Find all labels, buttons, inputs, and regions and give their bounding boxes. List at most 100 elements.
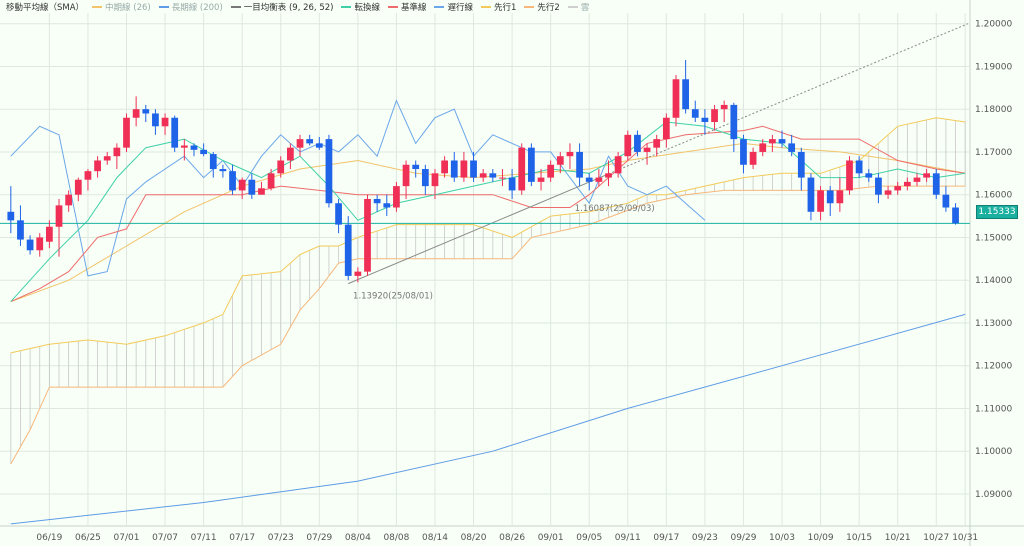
candle-body <box>769 139 776 144</box>
x-axis: 06/19 06/25 07/01 07/07 07/11 07/17 07/23 07/29… <box>36 13 978 543</box>
y-tick-label: 1.17000 <box>975 148 1012 158</box>
legend-senkou2[interactable]: 先行2 <box>524 1 560 13</box>
candle-body <box>402 164 410 187</box>
candle-body <box>421 169 429 187</box>
candle-body <box>441 160 448 174</box>
x-tick-label: 06/25 <box>75 533 101 543</box>
legend-ichimoku[interactable]: 一目均衡表 (9, 26, 52) <box>230 1 333 13</box>
plot-area <box>0 13 970 526</box>
candle-body <box>913 177 921 182</box>
legend-mid[interactable]: 中期線 (26) <box>92 1 151 13</box>
x-tick-label: 10/09 <box>808 533 834 543</box>
trend-line <box>348 173 609 285</box>
x-tick-label: 07/11 <box>191 533 217 543</box>
x-tick-label: 09/29 <box>730 533 756 543</box>
candle-body <box>74 179 82 195</box>
candle-body <box>846 160 853 191</box>
candle-body <box>180 145 188 148</box>
legend-cloud[interactable]: 雲 <box>567 1 590 13</box>
candle-body <box>94 160 101 172</box>
legend-chikou-swatch <box>434 6 445 8</box>
x-tick-label: 08/20 <box>461 533 487 543</box>
legend-mid-swatch <box>92 6 103 8</box>
y-tick-label: 1.19000 <box>975 62 1012 72</box>
y-tick-label: 1.11000 <box>975 404 1012 414</box>
legend-ichimoku-swatch <box>230 6 241 8</box>
legend-tenkan-swatch <box>341 6 352 8</box>
candle-body <box>325 139 333 204</box>
candle-body <box>142 109 150 114</box>
candle-body <box>730 104 738 140</box>
candle-body <box>460 160 468 178</box>
legend-senkou2-swatch <box>524 6 535 8</box>
legend-chikou[interactable]: 遅行線 <box>434 1 473 13</box>
x-tick-label: 06/19 <box>36 533 62 543</box>
price-annotation: 1.13920(25/08/01) <box>353 292 433 302</box>
y-tick-label: 1.15000 <box>975 233 1012 243</box>
x-tick-label: 08/08 <box>383 533 409 543</box>
legend-tenkan[interactable]: 転換線 <box>341 1 380 13</box>
x-tick-label: 07/29 <box>306 533 332 543</box>
candle-body <box>200 149 207 155</box>
candle-body <box>691 109 699 118</box>
candle-body <box>942 194 950 208</box>
candle-body <box>643 147 651 152</box>
candle-body <box>797 151 805 178</box>
candle-body <box>855 160 863 174</box>
candle-body <box>499 177 506 179</box>
y-axis: 1.20000 1.19000 1.18000 1.17000 1.16000 1.150… <box>0 20 1012 500</box>
candle-body <box>759 143 767 152</box>
candle-body <box>624 134 632 157</box>
candle-body <box>383 203 391 208</box>
candle-body <box>296 139 304 148</box>
legend-long-label: 長期線 (200) <box>171 3 223 13</box>
sma200-line <box>10 313 966 525</box>
x-tick-label: 09/01 <box>538 533 564 543</box>
candle-body <box>479 173 487 178</box>
candle-body <box>605 173 612 178</box>
current-price-tag: 1.15333 <box>976 205 1018 219</box>
legend-kijun[interactable]: 基準線 <box>387 1 426 13</box>
legend-senkou2-label: 先行2 <box>537 3 560 13</box>
kijun-line <box>10 125 966 303</box>
legend-senkou1[interactable]: 先行1 <box>481 1 516 13</box>
candle-body <box>287 147 294 161</box>
candle-body <box>335 203 342 225</box>
legend-cloud-swatch <box>567 6 578 8</box>
candle-body <box>595 177 603 182</box>
chikou-line <box>10 99 706 277</box>
candle-body <box>393 186 400 208</box>
legend-title: 移動平均線（SMA） <box>6 3 85 13</box>
x-tick-label: 07/07 <box>152 533 178 543</box>
x-tick-label: 10/21 <box>885 533 911 543</box>
candle-body <box>123 117 130 148</box>
x-tick-label: 09/11 <box>615 533 641 543</box>
candle-body <box>344 224 352 276</box>
candle-body <box>682 79 689 110</box>
candle-body <box>740 139 747 165</box>
candle-body <box>547 164 555 178</box>
candle-body <box>315 143 323 148</box>
legend-senkou1-swatch <box>481 6 491 8</box>
candle-body <box>209 154 217 170</box>
candle-body <box>152 113 159 127</box>
senkou2-line <box>10 185 966 465</box>
candle-body <box>932 173 940 195</box>
candle-body <box>46 226 53 242</box>
x-tick-label: 10/03 <box>769 533 795 543</box>
candle-body <box>807 177 815 212</box>
candle-body <box>26 239 34 251</box>
candle-body <box>113 147 121 157</box>
candle-body <box>817 190 824 212</box>
candle-body <box>826 190 834 204</box>
x-tick-label: 09/17 <box>653 533 679 543</box>
candle-body <box>248 179 256 195</box>
candle-body <box>720 104 728 110</box>
x-tick-label: 07/23 <box>268 533 294 543</box>
legend-long[interactable]: 長期線 (200) <box>158 1 223 13</box>
candle-body <box>258 188 265 195</box>
y-tick-label: 1.09000 <box>975 490 1012 500</box>
legend-cloud-label: 雲 <box>580 3 590 13</box>
candle-body <box>431 173 439 187</box>
candle-body <box>161 117 169 127</box>
